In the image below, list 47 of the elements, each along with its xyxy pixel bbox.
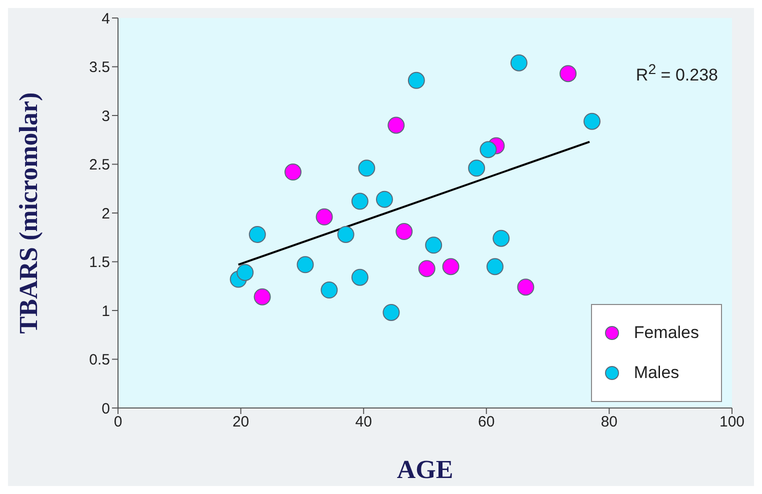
point — [382, 304, 400, 321]
x-tick-label: 60 — [478, 414, 495, 431]
y-tick-label: 0.5 — [89, 352, 110, 369]
point — [468, 160, 486, 177]
point — [296, 256, 314, 274]
point — [236, 264, 254, 281]
point — [442, 258, 460, 276]
point — [396, 223, 413, 240]
y-tick-label: 3.5 — [89, 59, 110, 76]
point — [248, 226, 266, 243]
x-tick-label: 100 — [719, 414, 745, 431]
x-tick-label: 80 — [600, 414, 618, 431]
point — [584, 112, 601, 130]
x-axis-title: AGE — [396, 455, 454, 484]
point — [480, 141, 497, 158]
legend-label: Females — [634, 323, 699, 343]
y-tick-label: 1 — [102, 302, 110, 320]
y-tick-label: 1.5 — [89, 254, 110, 272]
y-tick-label: 0 — [102, 400, 110, 418]
point — [510, 54, 528, 72]
point — [408, 72, 425, 89]
point — [517, 278, 534, 296]
point — [351, 192, 368, 210]
legend-label: Males — [634, 363, 680, 383]
point — [320, 282, 338, 299]
y-tick-label: 4 — [102, 10, 110, 28]
x-tick-label: 40 — [355, 414, 372, 431]
point — [418, 260, 436, 278]
x-tick-label: 0 — [114, 414, 122, 431]
y-tick-label: 2 — [102, 205, 110, 222]
y-tick-label: 2.5 — [89, 156, 110, 174]
point — [425, 236, 442, 254]
point — [358, 160, 376, 177]
x-tick-label: 20 — [232, 414, 250, 431]
point — [388, 116, 405, 134]
annotation: R$^{2}$ = 0.238 — [636, 62, 718, 86]
point — [284, 164, 302, 181]
point — [560, 65, 577, 82]
point — [254, 288, 271, 306]
y-tick-label: 3 — [102, 108, 110, 125]
point — [376, 190, 393, 208]
point — [492, 230, 510, 247]
point — [351, 268, 368, 286]
point — [337, 226, 354, 243]
y-axis-title: TBARS (micromolar) — [14, 92, 44, 334]
point — [316, 208, 333, 226]
point — [486, 258, 504, 276]
